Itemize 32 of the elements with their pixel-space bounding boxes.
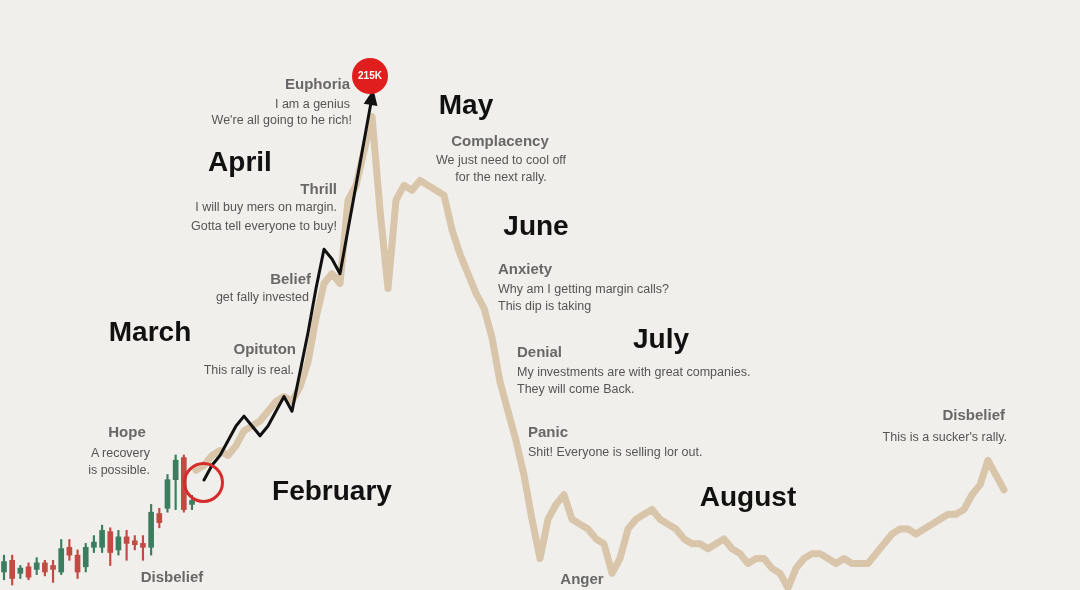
annotation: This rally is real. [203, 363, 294, 378]
annotation: Gotta tell everyone to buy! [191, 219, 337, 234]
annotation: Denial [517, 343, 563, 361]
annotation: My investments are with great companies. They will come Back. [517, 365, 751, 397]
annotation: Shit! Everyone is selling lor out. [528, 445, 703, 460]
annotation: I am a genius [274, 97, 350, 112]
text: 215K [358, 69, 383, 81]
annotation: A recovery is possible. [88, 446, 151, 478]
annotation: Anger [560, 570, 604, 588]
annotation: Why am I getting margin calls? This dip is taking [498, 282, 669, 314]
annotation: get fally invested [215, 290, 310, 305]
text: March [108, 315, 192, 347]
annotation: Anxiety [498, 260, 553, 278]
annotation: We're all going to he rich! [211, 113, 352, 128]
text: Hope [108, 423, 146, 441]
annotation: Thrill [300, 180, 337, 198]
annotation: February [272, 474, 393, 506]
annotation: June [503, 209, 569, 241]
annotation: This is a sucker's rally. [882, 430, 1007, 445]
annotation: Complacency [451, 132, 550, 150]
text: Euphoria [284, 75, 351, 93]
annotation: Panic [528, 423, 569, 441]
annotation: We just need to cool off for the next rally. [435, 153, 567, 185]
annotation: Disbelief [942, 406, 1006, 424]
annotation: Belief [270, 270, 312, 288]
annotation: Opituton [233, 340, 296, 358]
annotation: April [208, 145, 272, 177]
annotation: I will buy mers on margin. [195, 200, 337, 215]
annotation: May [438, 88, 494, 120]
annotation: August [699, 480, 797, 512]
annotation: Disbelief [140, 568, 205, 586]
annotation: July [632, 322, 690, 354]
